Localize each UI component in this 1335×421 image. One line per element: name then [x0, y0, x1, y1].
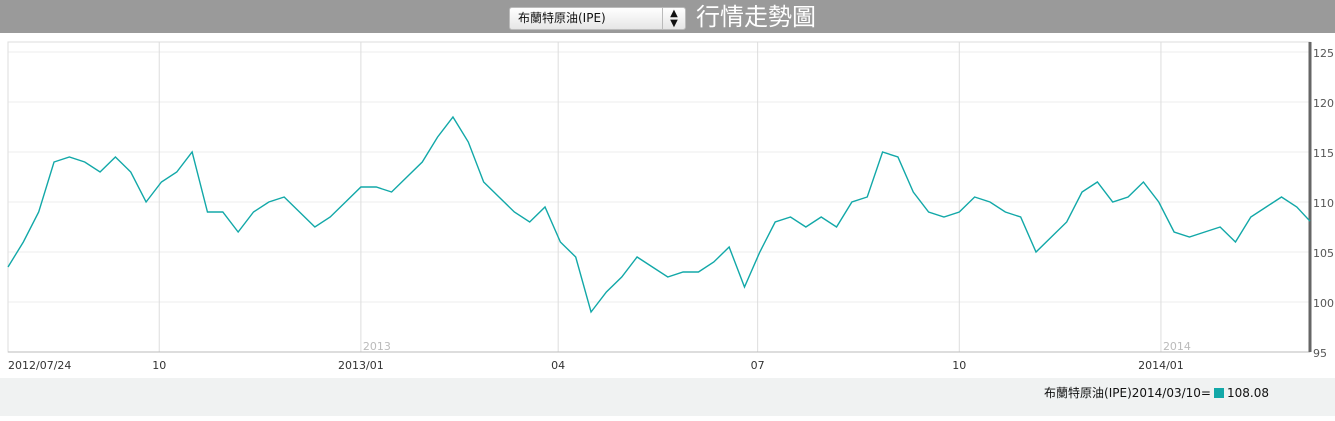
year-mark-label: 2014: [1163, 340, 1191, 353]
y-tick-label: 125: [1313, 47, 1334, 60]
year-mark-label: 2013: [363, 340, 391, 353]
price-line: [7, 115, 1311, 314]
x-tick-label: 04: [551, 359, 565, 372]
commodity-select[interactable]: 布蘭特原油(IPE) ▲ ▼: [509, 7, 686, 30]
top-bar: 布蘭特原油(IPE) ▲ ▼ 行情走勢圖: [0, 0, 1335, 33]
price-chart: 95 100 105 110 115 120 125 2012/07/24 10 2013/01 0…: [7, 41, 1334, 372]
legend-bar: 布蘭特原油(IPE)2014/03/10= 108.08: [0, 378, 1335, 416]
x-tick-label: 2013/01: [338, 359, 384, 372]
y-tick-label: 100: [1313, 297, 1334, 310]
y-tick-label: 110: [1313, 197, 1334, 210]
updown-arrow-icon: ▲ ▼: [662, 8, 685, 30]
legend-label: 布蘭特原油(IPE)2014/03/10=: [1044, 386, 1211, 400]
legend-swatch: [1214, 388, 1224, 398]
y-tick-label: 105: [1313, 247, 1334, 260]
y-tick-label: 120: [1313, 97, 1334, 110]
x-tick-label: 2014/01: [1138, 359, 1184, 372]
legend: 布蘭特原油(IPE)2014/03/10= 108.08: [1044, 384, 1269, 401]
y-tick-label: 95: [1313, 347, 1327, 360]
commodity-select-value: 布蘭特原油(IPE): [518, 11, 606, 25]
legend-value: 108.08: [1227, 386, 1269, 400]
x-tick-label: 2012/07/24: [8, 359, 71, 372]
x-tick-label: 10: [152, 359, 166, 372]
x-tick-label: 10: [952, 359, 966, 372]
x-tick-label: 07: [751, 359, 765, 372]
y-tick-label: 115: [1313, 147, 1334, 160]
page-title: 行情走勢圖: [696, 3, 816, 31]
